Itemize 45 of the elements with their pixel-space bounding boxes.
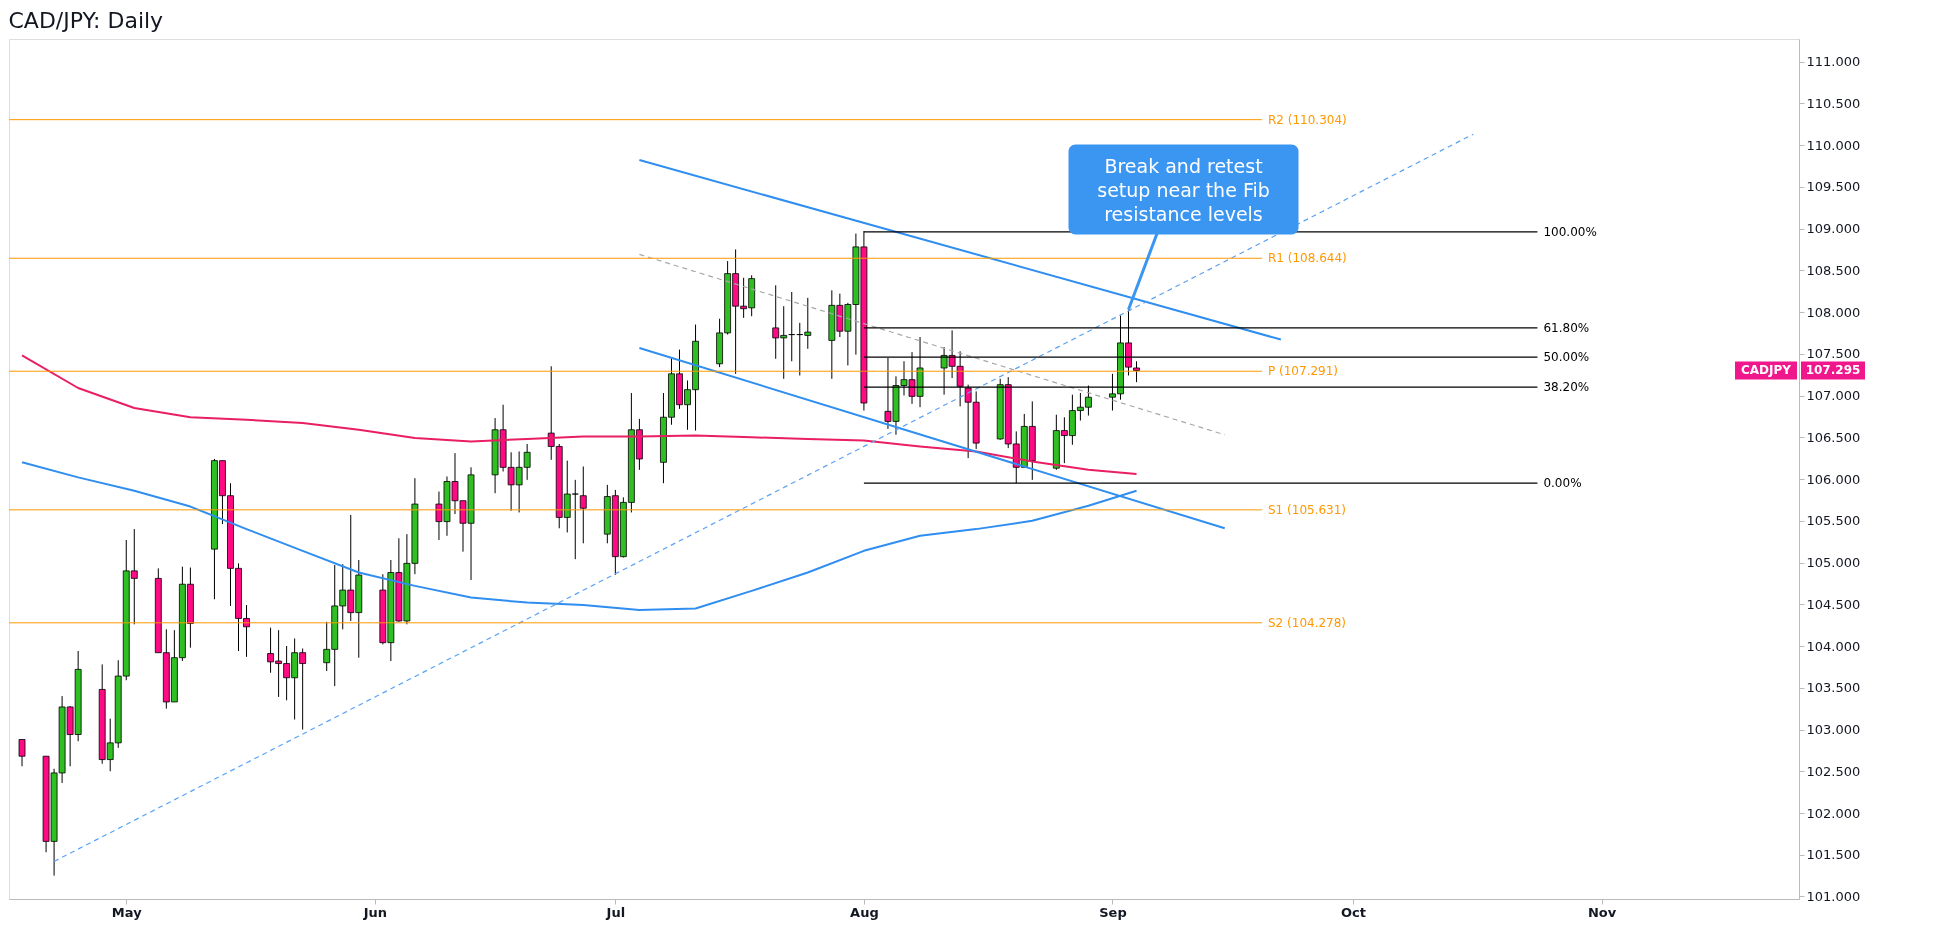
- x-tick-label: Aug: [850, 904, 879, 920]
- y-tick-label: 106.500: [1806, 429, 1861, 445]
- y-tick-label: 105.500: [1806, 513, 1861, 529]
- y-tick-label: 102.000: [1806, 805, 1861, 821]
- annotation: Break and retest setup near the Fib resistance levels: [1097, 154, 1270, 225]
- candlestick: [18, 739, 26, 767]
- y-tick-label: 101.500: [1806, 847, 1861, 863]
- y-tick-label: 109.500: [1806, 179, 1861, 195]
- y-tick-label: 111.000: [1806, 54, 1861, 70]
- chart-title: CAD/JPY: Daily: [8, 8, 164, 33]
- series-label: 0.00%: [1543, 476, 1582, 491]
- y-tick-label: 103.000: [1806, 722, 1861, 737]
- ref-line-label: P (107.291): [1268, 364, 1339, 379]
- text: 107.295: [1805, 363, 1861, 378]
- series-label: 61.80%: [1543, 320, 1590, 335]
- y-tick-label: 104.500: [1806, 596, 1861, 612]
- y-tick-label: 108.000: [1806, 304, 1861, 320]
- y-tick-label: 101.000: [1806, 889, 1861, 904]
- x-tick-label: Jun: [362, 904, 387, 920]
- series-label: 50.00%: [1543, 350, 1590, 365]
- y-tick-label: 106.000: [1806, 471, 1861, 487]
- y-tick-label: 105.000: [1806, 555, 1861, 571]
- x-tick-label: Sep: [1099, 904, 1127, 920]
- candlestick: [579, 466, 587, 544]
- y-tick-label: 110.500: [1806, 95, 1861, 111]
- y-tick-label: 107.000: [1806, 388, 1861, 404]
- y-tick-label: 110.000: [1806, 137, 1861, 153]
- ref-line-label: R2 (110.304): [1268, 112, 1347, 127]
- annotation: CADJPY: [1740, 363, 1792, 378]
- x-tick-label: Jul: [605, 904, 626, 920]
- y-tick-label: 102.500: [1806, 763, 1861, 779]
- y-tick-label: 104.000: [1806, 638, 1861, 654]
- series-label: 100.00%: [1543, 224, 1597, 239]
- ref-line-label: S2 (104.278): [1268, 615, 1347, 630]
- ref-line-label: S1 (105.631): [1268, 502, 1347, 517]
- series-label: 38.20%: [1543, 380, 1590, 395]
- x-tick-label: Nov: [1587, 904, 1617, 920]
- y-tick-label: 109.000: [1806, 221, 1861, 237]
- line-series: [21, 354, 1138, 476]
- y-tick-label: 107.500: [1806, 346, 1861, 362]
- y-tick-label: 108.500: [1806, 262, 1861, 278]
- x-tick-label: May: [111, 904, 143, 920]
- x-tick-label: Oct: [1341, 904, 1366, 920]
- ref-line-label: R1 (108.644): [1268, 251, 1347, 266]
- y-tick-label: 103.500: [1806, 680, 1861, 696]
